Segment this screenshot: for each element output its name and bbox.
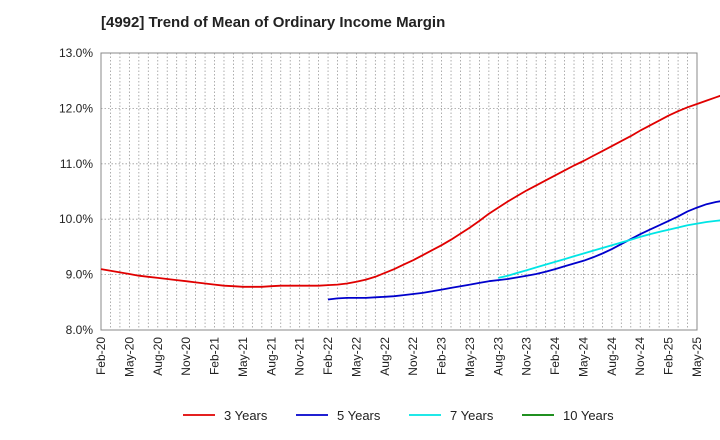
plot-grid [101,53,697,330]
x-tick-label: May-24 [576,337,590,377]
y-tick-label: 9.0% [66,268,94,282]
plot-frame [100,52,698,331]
x-tick-label: May-20 [122,337,136,377]
legend-label: 7 Years [450,408,494,423]
y-tick-label: 12.0% [59,101,93,115]
y-tick-label: 13.0% [59,46,93,60]
x-tick-label: Feb-24 [548,337,562,375]
x-tick-label: Nov-24 [633,337,647,376]
legend-label: 10 Years [563,408,614,423]
series-layer [100,94,720,301]
x-tick-label: May-22 [349,337,363,377]
series-line-5-years [327,200,720,301]
x-tick-label: Aug-21 [264,337,278,376]
legend-label: 5 Years [337,408,381,423]
y-tick-label: 10.0% [59,212,93,226]
series-line-7-years [498,219,720,279]
x-tick-label: Feb-23 [435,337,449,375]
x-axis: Feb-20 May-20 Aug-20 Nov-20 Feb-21 May-21 Aug-… [94,337,704,377]
series-line-3-years [100,94,720,288]
x-tick-label: Nov-20 [179,337,193,376]
chart-title: [4992] Trend of Mean of Ordinary Income … [101,14,446,31]
x-tick-label: Feb-22 [321,337,335,375]
x-tick-label: Aug-23 [491,337,505,376]
x-tick-label: Feb-21 [208,337,222,375]
x-tick-label: Aug-24 [605,337,619,376]
x-tick-label: Aug-20 [151,337,165,376]
y-tick-label: 8.0% [66,323,94,337]
x-tick-label: Nov-21 [293,337,307,376]
legend-label: 3 Years [224,408,268,423]
x-tick-label: May-25 [690,337,704,377]
x-tick-label: Feb-20 [94,337,108,375]
x-tick-label: May-23 [463,337,477,377]
x-tick-label: Nov-23 [520,337,534,376]
legend: 3 Years 5 Years 7 Years 10 Years [183,408,614,423]
x-tick-label: Aug-22 [378,337,392,376]
y-axis: 8.0% 9.0% 10.0% 11.0% 12.0% 13.0% [59,46,93,337]
x-tick-label: Feb-25 [662,337,676,375]
x-tick-label: Nov-22 [406,337,420,376]
y-tick-label: 11.0% [60,157,93,171]
x-tick-label: May-21 [236,337,250,377]
